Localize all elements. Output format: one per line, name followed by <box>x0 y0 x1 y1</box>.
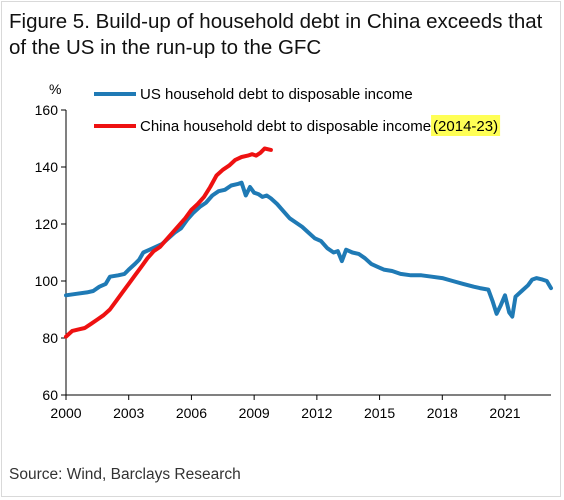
x-tick-label: 2003 <box>113 405 144 421</box>
legend-label-china-text: China household debt to disposable incom… <box>140 118 431 135</box>
x-ticks: 2000 2003 2006 2009 2012 2015 2018 2021 <box>50 395 521 421</box>
axes: % <box>49 81 551 396</box>
x-tick-label: 2006 <box>176 405 207 421</box>
series-line-china <box>64 146 273 339</box>
chart-title: Figure 5. Build-up of household debt in … <box>9 10 543 59</box>
y-tick-label: 120 <box>35 216 59 232</box>
series-line-us <box>64 180 553 319</box>
legend-label-us: US household debt to disposable income <box>140 86 413 103</box>
legend-highlight-background <box>431 115 501 136</box>
legend-label-china: China household debt to disposable incom… <box>140 118 431 135</box>
y-tick-label: 100 <box>35 273 59 289</box>
y-tick-label: 160 <box>35 102 59 118</box>
y-ticks: 60 80 100 120 140 160 <box>35 102 66 403</box>
series-lines <box>64 146 553 339</box>
x-tick-label: 2021 <box>489 405 520 421</box>
y-axis-unit-label: % <box>49 81 61 97</box>
x-tick-label: 2018 <box>427 405 458 421</box>
legend: US household debt to disposable income C… <box>94 86 501 136</box>
x-tick-label: 2009 <box>239 405 270 421</box>
y-tick-label: 80 <box>42 330 58 346</box>
legend-label-china-period: (2014-23) <box>433 118 498 135</box>
y-tick-label: 140 <box>35 159 59 175</box>
source-note: Source: Wind, Barclays Research <box>9 466 241 483</box>
x-tick-label: 2000 <box>50 405 81 421</box>
y-tick-label: 60 <box>42 387 58 403</box>
x-tick-label: 2012 <box>301 405 332 421</box>
x-tick-label: 2015 <box>364 405 395 421</box>
